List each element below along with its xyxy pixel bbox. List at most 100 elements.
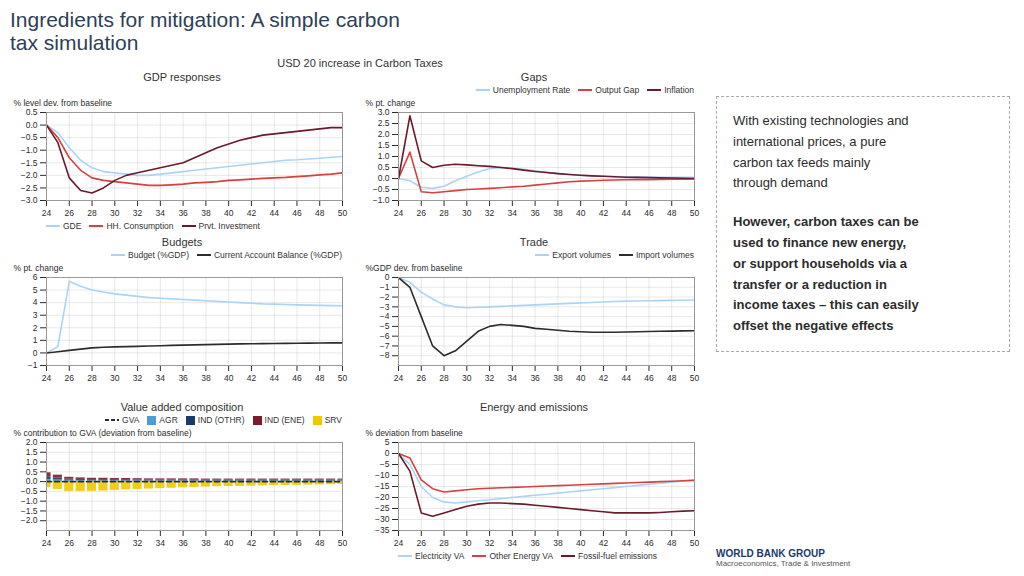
svg-text:24: 24 [42,208,52,218]
svg-text:0: 0 [385,272,390,282]
svg-text:50: 50 [690,538,700,548]
svg-text:46: 46 [292,538,302,548]
svg-text:40: 40 [576,538,586,548]
svg-text:32: 32 [485,373,495,383]
svg-text:4: 4 [33,298,38,308]
svg-text:6: 6 [33,272,38,282]
svg-text:30: 30 [110,373,120,383]
svg-text:48: 48 [667,373,677,383]
svg-text:−15: −15 [375,481,390,491]
svg-text:46: 46 [292,208,302,218]
svg-text:36: 36 [530,373,540,383]
svg-text:−35: −35 [375,525,390,535]
svg-text:5: 5 [33,285,38,295]
svg-text:−7: −7 [380,341,390,351]
svg-text:% pt. change: % pt. change [14,263,64,273]
svg-text:0.0: 0.0 [26,120,38,130]
svg-text:−2.5: −2.5 [21,183,38,193]
svg-text:−25: −25 [375,503,390,513]
svg-text:1: 1 [33,335,38,345]
svg-text:−4: −4 [380,312,390,322]
svg-text:32: 32 [485,538,495,548]
svg-text:0.5: 0.5 [26,107,38,117]
svg-text:42: 42 [599,538,609,548]
svg-text:−1.0: −1.0 [373,195,390,205]
svg-text:50: 50 [690,208,700,218]
svg-text:34: 34 [156,538,166,548]
svg-text:−8: −8 [380,351,390,361]
svg-text:30: 30 [110,538,120,548]
svg-text:2.0: 2.0 [26,437,38,447]
svg-text:−0.5: −0.5 [373,184,390,194]
svg-text:−5: −5 [380,459,390,469]
svg-text:2.0: 2.0 [378,129,390,139]
svg-text:36: 36 [178,373,188,383]
svg-text:44: 44 [621,538,631,548]
svg-text:−1.5: −1.5 [21,158,38,168]
svg-text:34: 34 [508,208,518,218]
svg-text:−20: −20 [375,492,390,502]
svg-text:44: 44 [621,208,631,218]
svg-text:1.5: 1.5 [26,447,38,457]
svg-text:26: 26 [417,538,427,548]
svg-text:48: 48 [667,538,677,548]
svg-text:24: 24 [394,373,404,383]
svg-text:38: 38 [201,538,211,548]
svg-text:28: 28 [87,373,97,383]
svg-text:0.5: 0.5 [26,467,38,477]
svg-text:38: 38 [201,373,211,383]
svg-text:50: 50 [690,373,700,383]
svg-text:24: 24 [394,538,404,548]
svg-text:28: 28 [87,538,97,548]
svg-text:24: 24 [42,373,52,383]
svg-text:50: 50 [338,373,348,383]
svg-text:26: 26 [417,208,427,218]
svg-text:0.0: 0.0 [378,173,390,183]
svg-text:−3: −3 [380,302,390,312]
svg-text:%GDP dev. from baseline: %GDP dev. from baseline [366,263,463,273]
svg-text:−1: −1 [380,282,390,292]
svg-text:34: 34 [508,538,518,548]
svg-text:50: 50 [338,538,348,548]
svg-text:−1.0: −1.0 [21,145,38,155]
svg-text:44: 44 [269,208,279,218]
svg-text:48: 48 [315,373,325,383]
svg-text:46: 46 [644,373,654,383]
svg-text:−5: −5 [380,321,390,331]
svg-text:40: 40 [576,373,586,383]
svg-text:3: 3 [33,310,38,320]
svg-text:0.0: 0.0 [26,477,38,487]
svg-text:1.5: 1.5 [378,140,390,150]
svg-text:44: 44 [269,373,279,383]
svg-text:1.0: 1.0 [378,151,390,161]
svg-text:−2: −2 [380,292,390,302]
svg-text:34: 34 [156,208,166,218]
svg-text:% deviation from baseline: % deviation from baseline [366,428,464,438]
svg-text:3.0: 3.0 [378,107,390,117]
svg-text:−10: −10 [375,470,390,480]
svg-text:32: 32 [133,373,143,383]
svg-text:26: 26 [65,538,75,548]
svg-text:30: 30 [110,208,120,218]
svg-text:−30: −30 [375,514,390,524]
svg-text:34: 34 [508,373,518,383]
svg-text:28: 28 [439,538,449,548]
svg-text:24: 24 [42,538,52,548]
svg-text:32: 32 [133,208,143,218]
svg-text:% contribution to GVA (deviati: % contribution to GVA (deviation from ba… [14,428,192,438]
svg-text:42: 42 [247,538,257,548]
svg-text:38: 38 [553,373,563,383]
svg-text:44: 44 [621,373,631,383]
svg-text:34: 34 [156,373,166,383]
svg-text:38: 38 [553,208,563,218]
svg-text:−0.5: −0.5 [21,486,38,496]
svg-text:−1.5: −1.5 [21,506,38,516]
svg-text:40: 40 [224,538,234,548]
svg-text:28: 28 [87,208,97,218]
svg-text:1.0: 1.0 [26,457,38,467]
svg-text:−2.0: −2.0 [21,516,38,526]
svg-text:38: 38 [201,208,211,218]
svg-text:26: 26 [65,373,75,383]
svg-text:40: 40 [224,208,234,218]
svg-text:44: 44 [269,538,279,548]
